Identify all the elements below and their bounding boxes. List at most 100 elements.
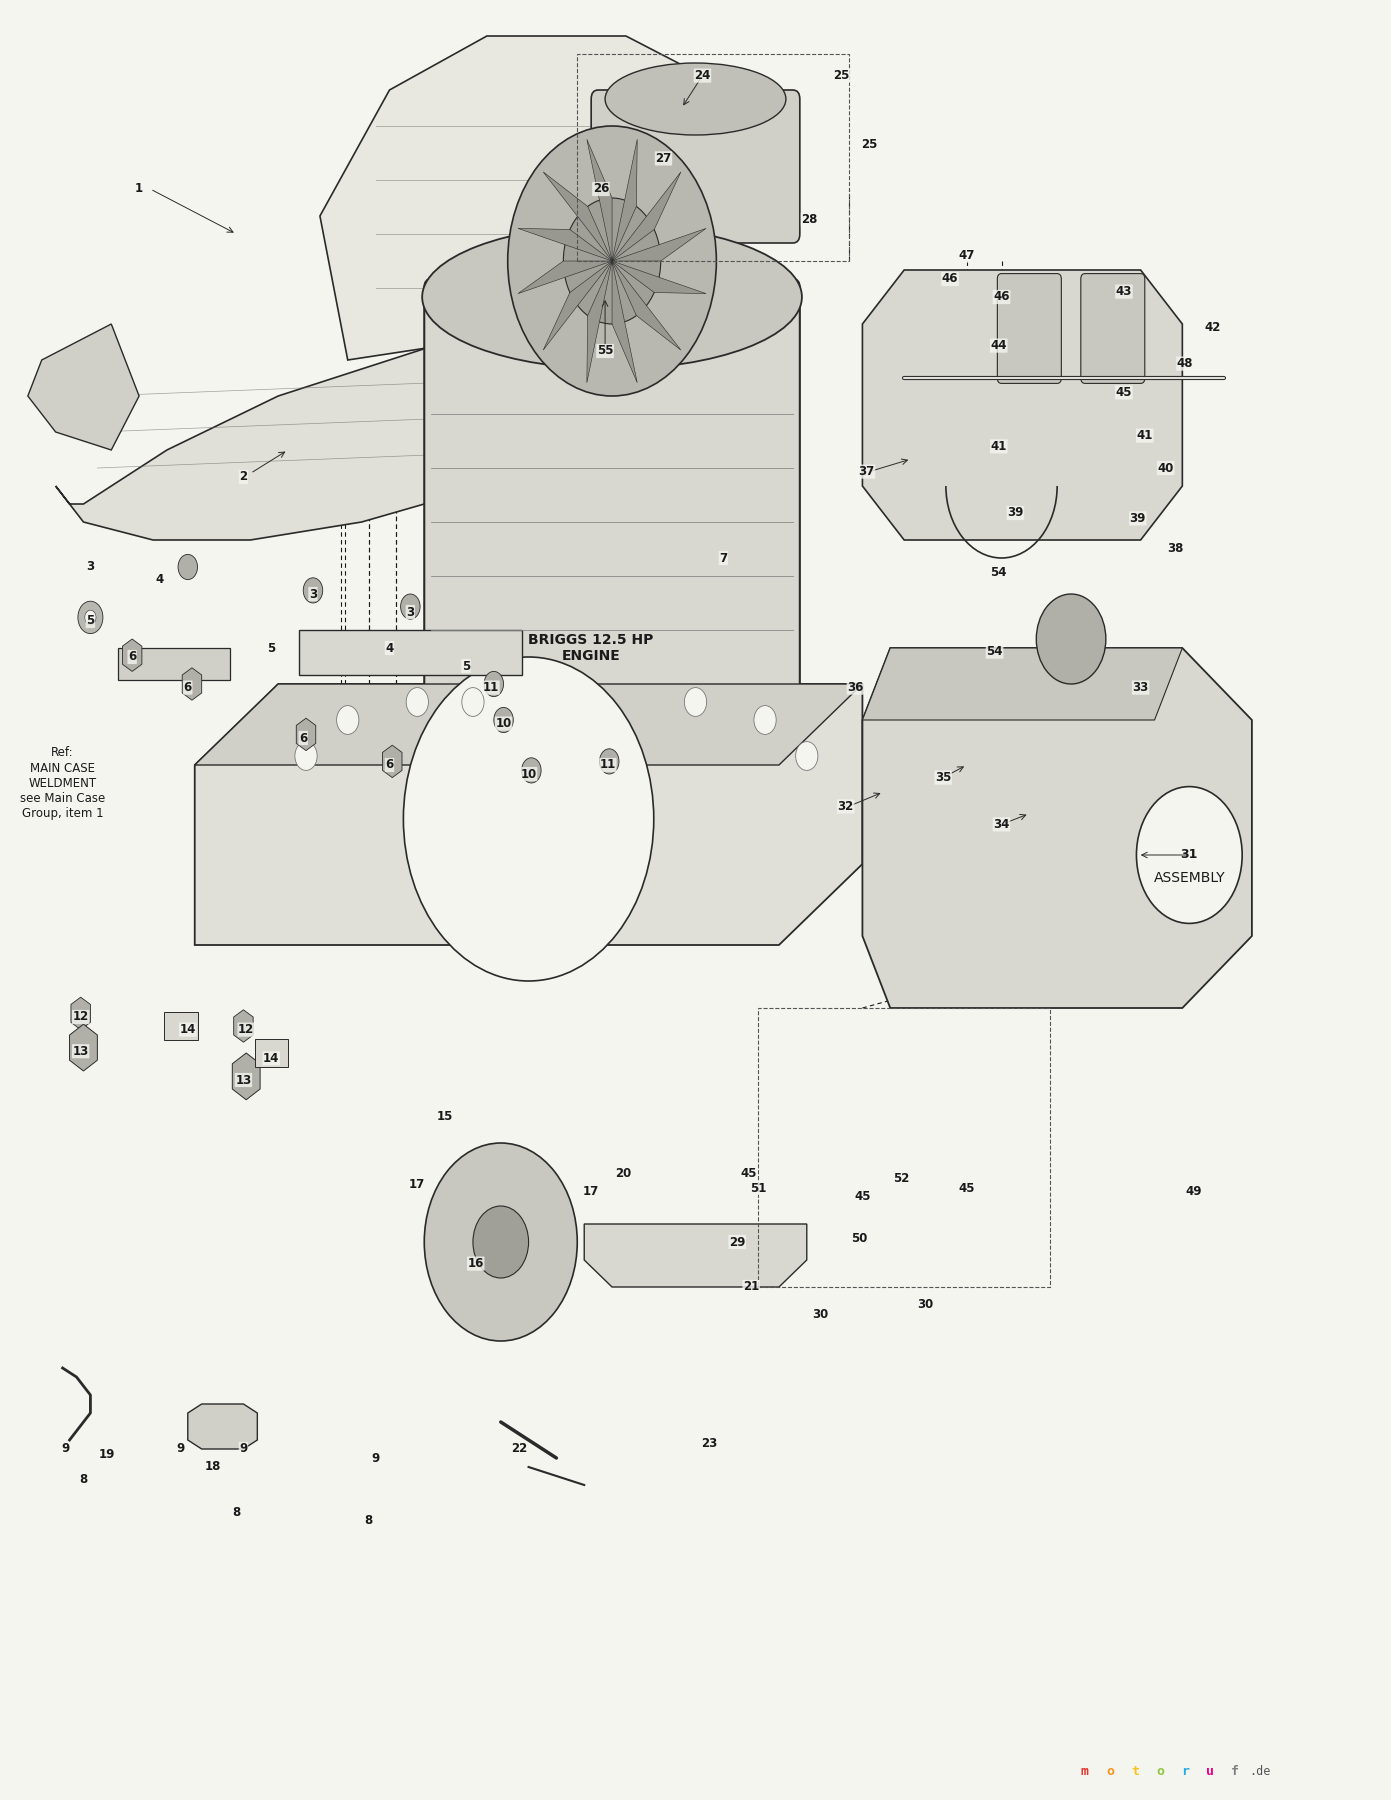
Circle shape — [178, 554, 198, 580]
Text: 4: 4 — [385, 641, 394, 655]
Text: 28: 28 — [801, 212, 818, 227]
Circle shape — [406, 688, 428, 716]
Text: 52: 52 — [893, 1172, 910, 1186]
Text: 54: 54 — [986, 644, 1003, 659]
Text: 9: 9 — [371, 1451, 380, 1465]
Text: 12: 12 — [72, 1010, 89, 1024]
Text: 45: 45 — [1116, 385, 1132, 400]
Circle shape — [295, 742, 317, 770]
Polygon shape — [28, 324, 139, 450]
Text: 33: 33 — [1132, 680, 1149, 695]
Text: 36: 36 — [847, 680, 864, 695]
Text: 30: 30 — [812, 1307, 829, 1321]
Text: 49: 49 — [1185, 1184, 1202, 1199]
Text: 8: 8 — [364, 1514, 373, 1528]
Polygon shape — [862, 648, 1252, 1008]
Text: 45: 45 — [740, 1166, 757, 1181]
Bar — [255, 1039, 288, 1067]
Text: 48: 48 — [1177, 356, 1193, 371]
Polygon shape — [612, 139, 637, 261]
Circle shape — [337, 706, 359, 734]
Text: 30: 30 — [917, 1298, 933, 1312]
Text: 5: 5 — [267, 641, 275, 655]
Text: 14: 14 — [179, 1022, 196, 1037]
Text: 46: 46 — [993, 290, 1010, 304]
Polygon shape — [234, 1010, 253, 1042]
Text: m: m — [1081, 1766, 1089, 1778]
Text: 6: 6 — [385, 758, 394, 772]
Text: 3: 3 — [309, 587, 317, 601]
Ellipse shape — [605, 63, 786, 135]
Text: 5: 5 — [86, 614, 95, 628]
Text: 39: 39 — [1129, 511, 1146, 526]
Text: 35: 35 — [935, 770, 951, 785]
Text: 5: 5 — [462, 659, 470, 673]
Circle shape — [494, 707, 513, 733]
Text: 3: 3 — [406, 605, 415, 619]
Circle shape — [684, 688, 707, 716]
Text: 6: 6 — [299, 731, 307, 745]
Circle shape — [600, 749, 619, 774]
Text: 8: 8 — [79, 1472, 88, 1487]
Polygon shape — [612, 261, 680, 349]
Circle shape — [462, 688, 484, 716]
Text: 6: 6 — [184, 680, 192, 695]
Polygon shape — [584, 1224, 807, 1287]
Text: .de: .de — [1249, 1766, 1271, 1778]
Polygon shape — [544, 261, 612, 349]
Circle shape — [401, 594, 420, 619]
Circle shape — [403, 657, 654, 981]
Ellipse shape — [421, 225, 801, 369]
Text: t: t — [1131, 1766, 1139, 1778]
Text: 17: 17 — [583, 1184, 600, 1199]
Polygon shape — [517, 261, 612, 293]
Text: 1: 1 — [135, 182, 143, 196]
Bar — [164, 1012, 198, 1040]
Text: 4: 4 — [156, 572, 164, 587]
Circle shape — [85, 610, 96, 625]
Polygon shape — [182, 668, 202, 700]
Text: BRIGGS 12.5 HP
ENGINE: BRIGGS 12.5 HP ENGINE — [529, 634, 654, 662]
Text: 23: 23 — [701, 1436, 718, 1451]
Polygon shape — [56, 324, 584, 540]
Circle shape — [303, 578, 323, 603]
Polygon shape — [122, 639, 142, 671]
Text: 9: 9 — [177, 1442, 185, 1456]
Polygon shape — [544, 173, 612, 261]
Circle shape — [78, 601, 103, 634]
Text: ASSEMBLY: ASSEMBLY — [1153, 871, 1225, 886]
FancyBboxPatch shape — [591, 90, 800, 243]
Polygon shape — [862, 648, 1182, 720]
Text: 38: 38 — [1167, 542, 1184, 556]
Text: 34: 34 — [993, 817, 1010, 832]
Text: 42: 42 — [1205, 320, 1221, 335]
Text: 25: 25 — [861, 137, 878, 151]
Text: 25: 25 — [833, 68, 850, 83]
Polygon shape — [195, 684, 862, 765]
Text: 21: 21 — [743, 1280, 759, 1294]
Polygon shape — [612, 173, 680, 261]
Text: 54: 54 — [990, 565, 1007, 580]
Text: 47: 47 — [958, 248, 975, 263]
Text: 41: 41 — [990, 439, 1007, 454]
Circle shape — [1136, 787, 1242, 923]
Text: 55: 55 — [597, 344, 613, 358]
Text: 50: 50 — [851, 1231, 868, 1246]
Text: 12: 12 — [238, 1022, 255, 1037]
Text: 17: 17 — [409, 1177, 426, 1192]
Text: 2: 2 — [239, 470, 248, 484]
Text: 13: 13 — [235, 1073, 252, 1087]
Text: 11: 11 — [483, 680, 499, 695]
Text: 16: 16 — [467, 1256, 484, 1271]
Circle shape — [508, 126, 716, 396]
Polygon shape — [862, 270, 1182, 540]
Bar — [758, 1008, 1050, 1287]
Text: 51: 51 — [750, 1181, 766, 1195]
Text: Ref:
MAIN CASE
WELDMENT
see Main Case
Group, item 1: Ref: MAIN CASE WELDMENT see Main Case Gr… — [19, 747, 106, 819]
Polygon shape — [612, 229, 707, 261]
Text: 32: 32 — [837, 799, 854, 814]
Circle shape — [424, 1143, 577, 1341]
Text: 27: 27 — [655, 151, 672, 166]
Polygon shape — [587, 261, 612, 383]
Text: 45: 45 — [958, 1181, 975, 1195]
